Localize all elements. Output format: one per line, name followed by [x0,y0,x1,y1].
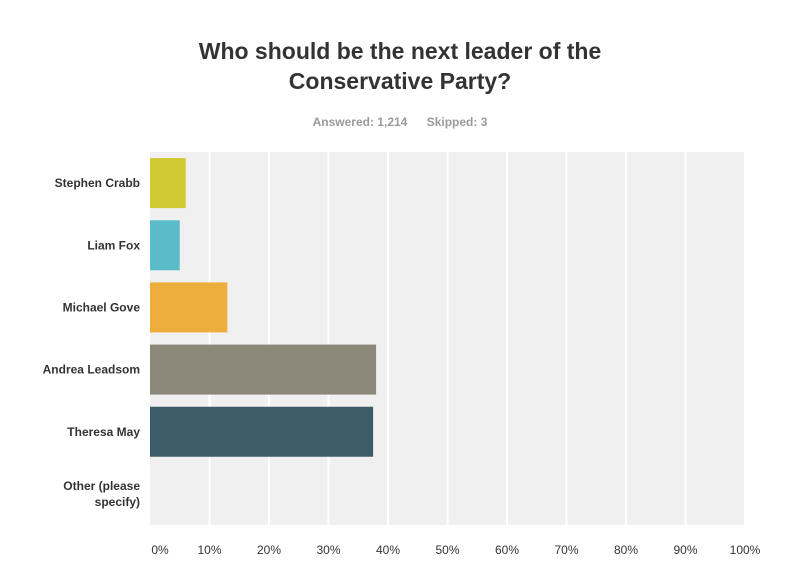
bar-liam-fox [150,220,180,271]
category-label: Other (please specify) [63,479,140,509]
chart-title-wrap: Who should be the next leader of the Con… [0,36,800,96]
category-label-line: Stephen Crabb [55,176,140,190]
x-tick-label: 60% [495,543,519,557]
category-labels: Stephen Crabb Liam Fox Michael Gove Andrea … [43,176,141,509]
category-label-line: Michael Gove [63,300,141,314]
x-tick-label: 90% [673,543,697,557]
bar-michael-gove [150,282,228,333]
category-label-line: Theresa May [67,425,140,439]
category-label-line: Other (please [63,479,140,493]
x-tick-label: 0% [151,543,169,557]
gridlines [208,152,746,525]
bar-stephen-crabb [150,158,186,209]
x-tick-label: 100% [730,543,761,557]
category-label: Stephen Crabb [55,176,140,190]
x-tick-labels: 0% 10% 20% 30% 40% 50% 60% 70% 80% 90% 100% [151,543,760,557]
category-label: Liam Fox [87,238,140,252]
bar-andrea-leadsom [150,344,377,395]
x-tick-label: 10% [197,543,221,557]
x-tick-label: 50% [435,543,459,557]
answered-count: Answered: 1,214 [312,115,408,129]
category-label-line: Andrea Leadsom [43,363,140,377]
chart-title: Who should be the next leader of the Con… [198,38,602,94]
category-label: Theresa May [67,425,140,439]
response-stats: Answered: 1,214 Skipped: 3 [0,115,800,129]
x-tick-label: 70% [554,543,578,557]
x-tick-label: 30% [316,543,340,557]
category-label: Andrea Leadsom [43,363,140,377]
category-label-line: specify) [95,495,140,509]
bar-theresa-may [150,406,374,457]
category-label-line: Liam Fox [87,238,140,252]
skipped-count: Skipped: 3 [426,115,488,129]
bars [150,158,377,457]
x-tick-label: 80% [614,543,638,557]
x-tick-label: 20% [257,543,281,557]
x-tick-label: 40% [376,543,400,557]
category-label: Michael Gove [63,300,141,314]
